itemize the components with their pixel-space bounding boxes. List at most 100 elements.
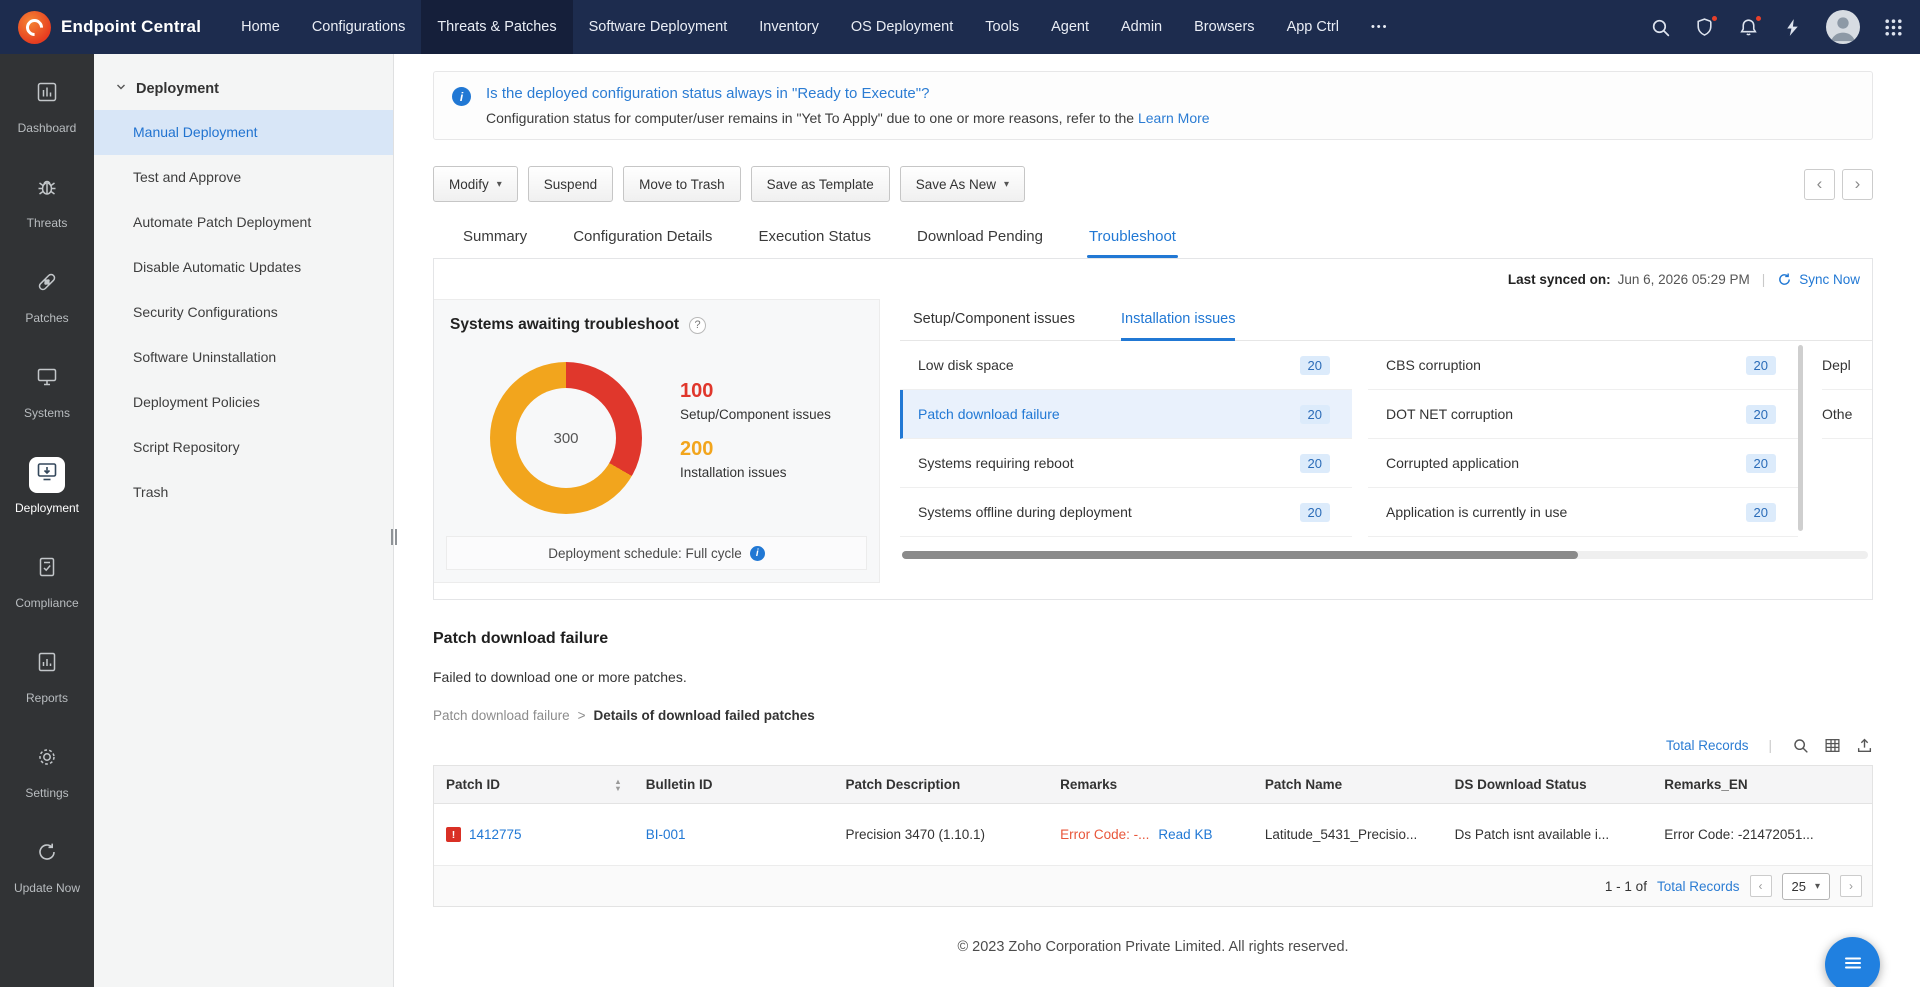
subnav-item-automate-patch-deployment[interactable]: Automate Patch Deployment [133, 214, 312, 230]
issue-row-cbs-corruption[interactable]: CBS corruption 20 [1368, 341, 1798, 390]
nav-tools[interactable]: Tools [985, 19, 1020, 35]
breadcrumb-parent[interactable]: Patch download failure [433, 708, 570, 723]
tab-execution-status[interactable]: Execution Status [758, 228, 872, 245]
nav-configurations[interactable]: Configurations [311, 19, 406, 35]
sidebar-item-threats[interactable]: Threats [0, 153, 94, 248]
nav-more-ellipsis-icon[interactable]: ••• [1370, 21, 1389, 33]
save-as-new-button[interactable]: Save As New ▾ [899, 166, 1026, 202]
info-icon[interactable]: i [749, 545, 765, 561]
pagination-total-records-link[interactable]: Total Records [1656, 878, 1740, 894]
patch-id-link[interactable]: 1412775 [469, 827, 522, 842]
sync-now-link[interactable]: Sync Now [1799, 272, 1860, 287]
column-header-remarks[interactable]: Remarks [1060, 777, 1118, 792]
subnav-item-disable-automatic-updates[interactable]: Disable Automatic Updates [133, 259, 302, 275]
nav-agent[interactable]: Agent [1051, 19, 1090, 35]
sort-icon[interactable]: ▲ ▼ [614, 777, 622, 792]
sidebar-item-systems[interactable]: Systems [0, 343, 94, 438]
modify-button[interactable]: Modify ▾ [433, 166, 518, 202]
subnav-item-test-and-approve[interactable]: Test and Approve [133, 169, 242, 185]
issue-count-badge[interactable]: 20 [1745, 502, 1776, 522]
subnav-item-trash[interactable]: Trash [133, 484, 169, 500]
subnav-item-manual-deployment[interactable]: Manual Deployment [94, 110, 393, 155]
move-to-trash-button[interactable]: Move to Trash [623, 166, 741, 202]
total-records-link[interactable]: Total Records [1665, 737, 1749, 753]
tab-download-pending[interactable]: Download Pending [917, 228, 1043, 245]
previous-record-button[interactable]: ‹ [1804, 168, 1835, 200]
nav-app-ctrl[interactable]: App Ctrl [1286, 19, 1339, 35]
subnav-item-deployment-policies[interactable]: Deployment Policies [133, 394, 260, 410]
apps-grid-icon[interactable] [1883, 17, 1904, 38]
sidebar-item-dashboard[interactable]: Dashboard [0, 58, 94, 153]
read-kb-link[interactable]: Read KB [1158, 827, 1213, 842]
notifications-bell-icon[interactable] [1738, 13, 1763, 38]
issue-row-corrupted-application[interactable]: Corrupted application 20 [1368, 439, 1798, 488]
help-icon[interactable]: ? [689, 316, 707, 334]
export-icon[interactable] [1856, 737, 1873, 754]
sidebar-item-reports[interactable]: Reports [0, 628, 94, 723]
issue-count-badge[interactable]: 20 [1745, 404, 1776, 424]
quick-actions-bolt-icon[interactable] [1782, 17, 1803, 38]
fab-menu-button[interactable] [1825, 937, 1880, 987]
suspend-button[interactable]: Suspend [527, 166, 614, 202]
subnav-item-security-configurations[interactable]: Security Configurations [133, 304, 278, 320]
column-header-patch-name[interactable]: Patch Name [1264, 777, 1343, 792]
sidebar-splitter-handle[interactable] [389, 526, 398, 548]
issue-count-badge[interactable]: 20 [1745, 453, 1776, 473]
issues-vertical-scrollbar[interactable] [1798, 345, 1803, 531]
column-chooser-grid-icon[interactable] [1824, 737, 1841, 754]
nav-software-deployment[interactable]: Software Deployment [588, 19, 728, 35]
issues-horizontal-scrollbar[interactable] [902, 551, 1868, 559]
issue-count-badge[interactable]: 20 [1299, 404, 1330, 424]
brand[interactable]: Endpoint Central [0, 10, 225, 44]
column-header-patch-id[interactable]: Patch ID ▲ ▼ [446, 777, 622, 792]
next-record-button[interactable]: › [1842, 168, 1873, 200]
tab-setup-component-issues[interactable]: Setup/Component issues [913, 311, 1076, 327]
tab-summary[interactable]: Summary [463, 228, 528, 245]
issue-row-patch-download-failure[interactable]: Patch download failure 20 [900, 390, 1352, 439]
bulletin-id-link[interactable]: BI-001 [645, 827, 686, 842]
column-header-ds-download-status[interactable]: DS Download Status [1454, 777, 1587, 792]
subnav-header-deployment[interactable]: Deployment [94, 74, 393, 104]
issue-count-badge[interactable]: 20 [1299, 502, 1330, 522]
tab-troubleshoot[interactable]: Troubleshoot [1086, 228, 1178, 258]
sync-refresh-icon[interactable] [1777, 272, 1792, 287]
nav-threats-patches[interactable]: Threats & Patches [421, 0, 573, 54]
banner-title-link[interactable]: Is the deployed configuration status alw… [486, 85, 930, 102]
nav-inventory[interactable]: Inventory [759, 19, 819, 35]
page-size-select[interactable]: 25 ▾ [1781, 872, 1830, 900]
subnav-item-script-repository[interactable]: Script Repository [133, 439, 240, 455]
sidebar-item-patches[interactable]: Patches [0, 248, 94, 343]
issue-count-badge[interactable]: 20 [1299, 355, 1330, 375]
issue-count-badge[interactable]: 20 [1745, 355, 1776, 375]
nav-os-deployment[interactable]: OS Deployment [850, 19, 954, 35]
pagination-next-button[interactable]: › [1840, 875, 1862, 897]
sidebar-item-settings[interactable]: Settings [0, 723, 94, 818]
nav-browsers[interactable]: Browsers [1194, 19, 1255, 35]
search-icon[interactable] [1650, 17, 1671, 38]
subnav-item-software-uninstallation[interactable]: Software Uninstallation [133, 349, 277, 365]
column-header-remarks-en[interactable]: Remarks_EN [1664, 777, 1748, 792]
pagination-prev-button[interactable]: ‹ [1749, 875, 1772, 897]
scrollbar-thumb[interactable] [902, 551, 1579, 559]
security-shield-icon[interactable] [1694, 13, 1719, 38]
issue-row-clipped[interactable]: Othe [1822, 390, 1872, 439]
issue-row-low-disk-space[interactable]: Low disk space 20 [900, 341, 1352, 390]
save-as-template-button[interactable]: Save as Template [750, 166, 890, 202]
nav-home[interactable]: Home [241, 19, 280, 35]
nav-admin[interactable]: Admin [1121, 19, 1163, 35]
issue-count-badge[interactable]: 20 [1299, 453, 1330, 473]
issue-row-systems-offline-during-deployment[interactable]: Systems offline during deployment 20 [900, 488, 1352, 537]
user-avatar[interactable] [1826, 10, 1860, 44]
table-search-icon[interactable] [1792, 737, 1809, 754]
sidebar-item-update-now[interactable]: Update Now [0, 818, 94, 913]
sidebar-item-compliance[interactable]: Compliance [0, 533, 94, 628]
tab-installation-issues[interactable]: Installation issues [1121, 311, 1236, 341]
issue-row-clipped[interactable]: Depl [1822, 341, 1872, 390]
issue-row-application-currently-in-use[interactable]: Application is currently in use 20 [1368, 488, 1798, 537]
sidebar-item-deployment[interactable]: Deployment [0, 438, 94, 533]
column-header-bulletin-id[interactable]: Bulletin ID [645, 777, 713, 792]
learn-more-link[interactable]: Learn More [1137, 110, 1210, 126]
column-header-patch-description[interactable]: Patch Description [845, 777, 961, 792]
issue-row-dot-net-corruption[interactable]: DOT NET corruption 20 [1368, 390, 1798, 439]
tab-configuration-details[interactable]: Configuration Details [573, 228, 713, 245]
